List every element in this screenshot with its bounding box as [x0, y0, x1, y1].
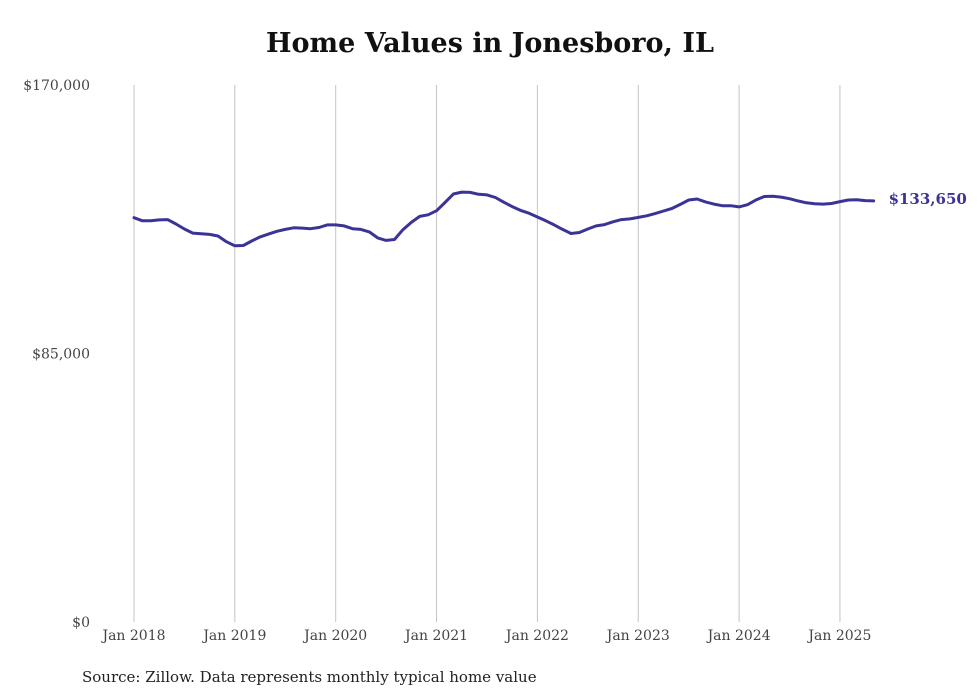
y-tick-label: $0: [72, 615, 90, 631]
y-tick-label: $170,000: [23, 78, 90, 94]
x-axis-ticks: Jan 2018 Jan 2019 Jan 2020 Jan 2021 Jan 2022…: [100, 628, 871, 644]
chart-title: Home Values in Jonesboro, IL: [266, 28, 714, 59]
x-tick-label: Jan 2025: [806, 628, 871, 644]
end-label-group: $133,650: [889, 190, 967, 208]
x-tick-label: Jan 2020: [302, 628, 367, 644]
x-tick-label: Jan 2023: [605, 628, 670, 644]
gridlines: [133, 85, 841, 622]
series-line: [132, 190, 876, 248]
x-tick-label: Jan 2019: [201, 628, 266, 644]
y-axis-ticks: $0 $85,000 $170,000: [23, 78, 90, 631]
x-tick-label: Jan 2021: [403, 628, 468, 644]
x-tick-label: Jan 2022: [504, 628, 569, 644]
x-tick-label: Jan 2018: [100, 628, 165, 644]
x-tick-label: Jan 2024: [706, 628, 771, 644]
y-tick-label: $85,000: [32, 347, 90, 363]
series-group: [132, 190, 876, 248]
source-note: Source: Zillow. Data represents monthly …: [82, 668, 537, 686]
end-value-label: $133,650: [889, 190, 967, 208]
